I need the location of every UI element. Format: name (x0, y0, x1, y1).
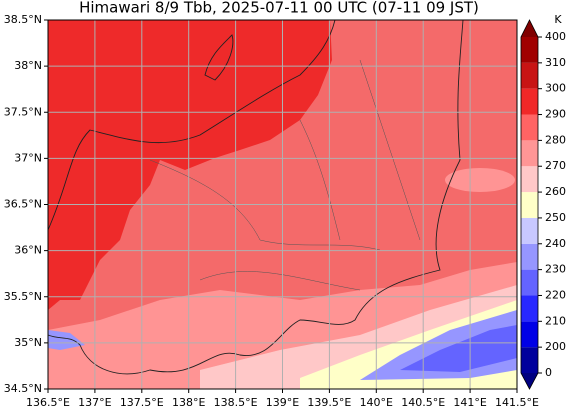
y-tick-label: 36.5°N (4, 198, 42, 211)
y-tick-label: 38°N (14, 59, 42, 72)
map-title: Himawari 8/9 Tbb, 2025-07-11 00 UTC (07-… (79, 0, 479, 17)
y-tick-label: 37.5°N (4, 105, 42, 118)
x-tick-label: 138°E (172, 396, 205, 409)
colorbar-segment (521, 269, 538, 296)
y-tick-label: 37°N (14, 151, 42, 164)
x-tick-label: 139°E (266, 396, 299, 409)
coastline (204, 34, 234, 81)
colorbar-segment (521, 243, 538, 270)
colorbar-label: 260 (545, 185, 566, 198)
colorbar-segment (521, 114, 538, 141)
colorbar-segment (521, 88, 538, 115)
colorbar-label: 240 (545, 237, 566, 250)
colorbar-label: 310 (545, 56, 566, 69)
colorbar-unit: K (554, 13, 562, 26)
colorbar-segment (521, 140, 538, 167)
colorbar-label: 400 (545, 30, 566, 43)
field-blue-west (48, 330, 85, 350)
colorbar-under (521, 373, 538, 389)
colorbar-label: 300 (545, 82, 566, 95)
colorbar-segment (521, 321, 538, 348)
colorbar-segment (521, 295, 538, 322)
colorbar-label: 0 (545, 366, 552, 379)
coastline (47, 19, 464, 375)
colorbar-segment (521, 192, 538, 218)
x-tick-label: 136.5°E (26, 396, 70, 409)
x-tick-label: 141.5°E (495, 396, 539, 409)
y-tick-label: 34.5°N (4, 382, 42, 395)
prefecture-border (149, 59, 421, 291)
colorbar-label: 230 (545, 263, 566, 276)
x-tick-label: 140.5°E (401, 396, 445, 409)
y-tick-label: 35°N (14, 336, 42, 349)
colorbar-label: 210 (545, 314, 566, 327)
y-tick-label: 36°N (14, 244, 42, 257)
x-tick-label: 139.5°E (307, 396, 351, 409)
colorbar-label: 250 (545, 211, 566, 224)
colorbar-segment (521, 217, 538, 244)
x-tick-label: 137°E (78, 396, 111, 409)
colorbar-over (521, 20, 538, 37)
colorbar-label: 290 (545, 108, 566, 121)
y-tick-label: 35.5°N (4, 290, 42, 303)
x-tick-label: 137.5°E (120, 396, 164, 409)
colorbar-segment (521, 347, 538, 373)
field-blue-dark (400, 325, 517, 372)
colorbar-segment (521, 166, 538, 193)
colorbar-segment (521, 62, 538, 89)
field-cold-top (48, 20, 332, 310)
colorbar-label: 270 (545, 159, 566, 172)
y-tick-label: 38.5°N (4, 13, 42, 26)
coastline (47, 19, 336, 231)
colorbar-label: 220 (545, 288, 566, 301)
coastlines (47, 19, 464, 375)
colorbar-label: 280 (545, 133, 566, 146)
colorbar-label: 200 (545, 340, 566, 353)
colorbar-segment (521, 37, 538, 63)
x-tick-label: 138.5°E (214, 396, 258, 409)
x-tick-label: 140°E (360, 396, 393, 409)
field-patch (445, 168, 515, 192)
x-tick-label: 141°E (453, 396, 486, 409)
